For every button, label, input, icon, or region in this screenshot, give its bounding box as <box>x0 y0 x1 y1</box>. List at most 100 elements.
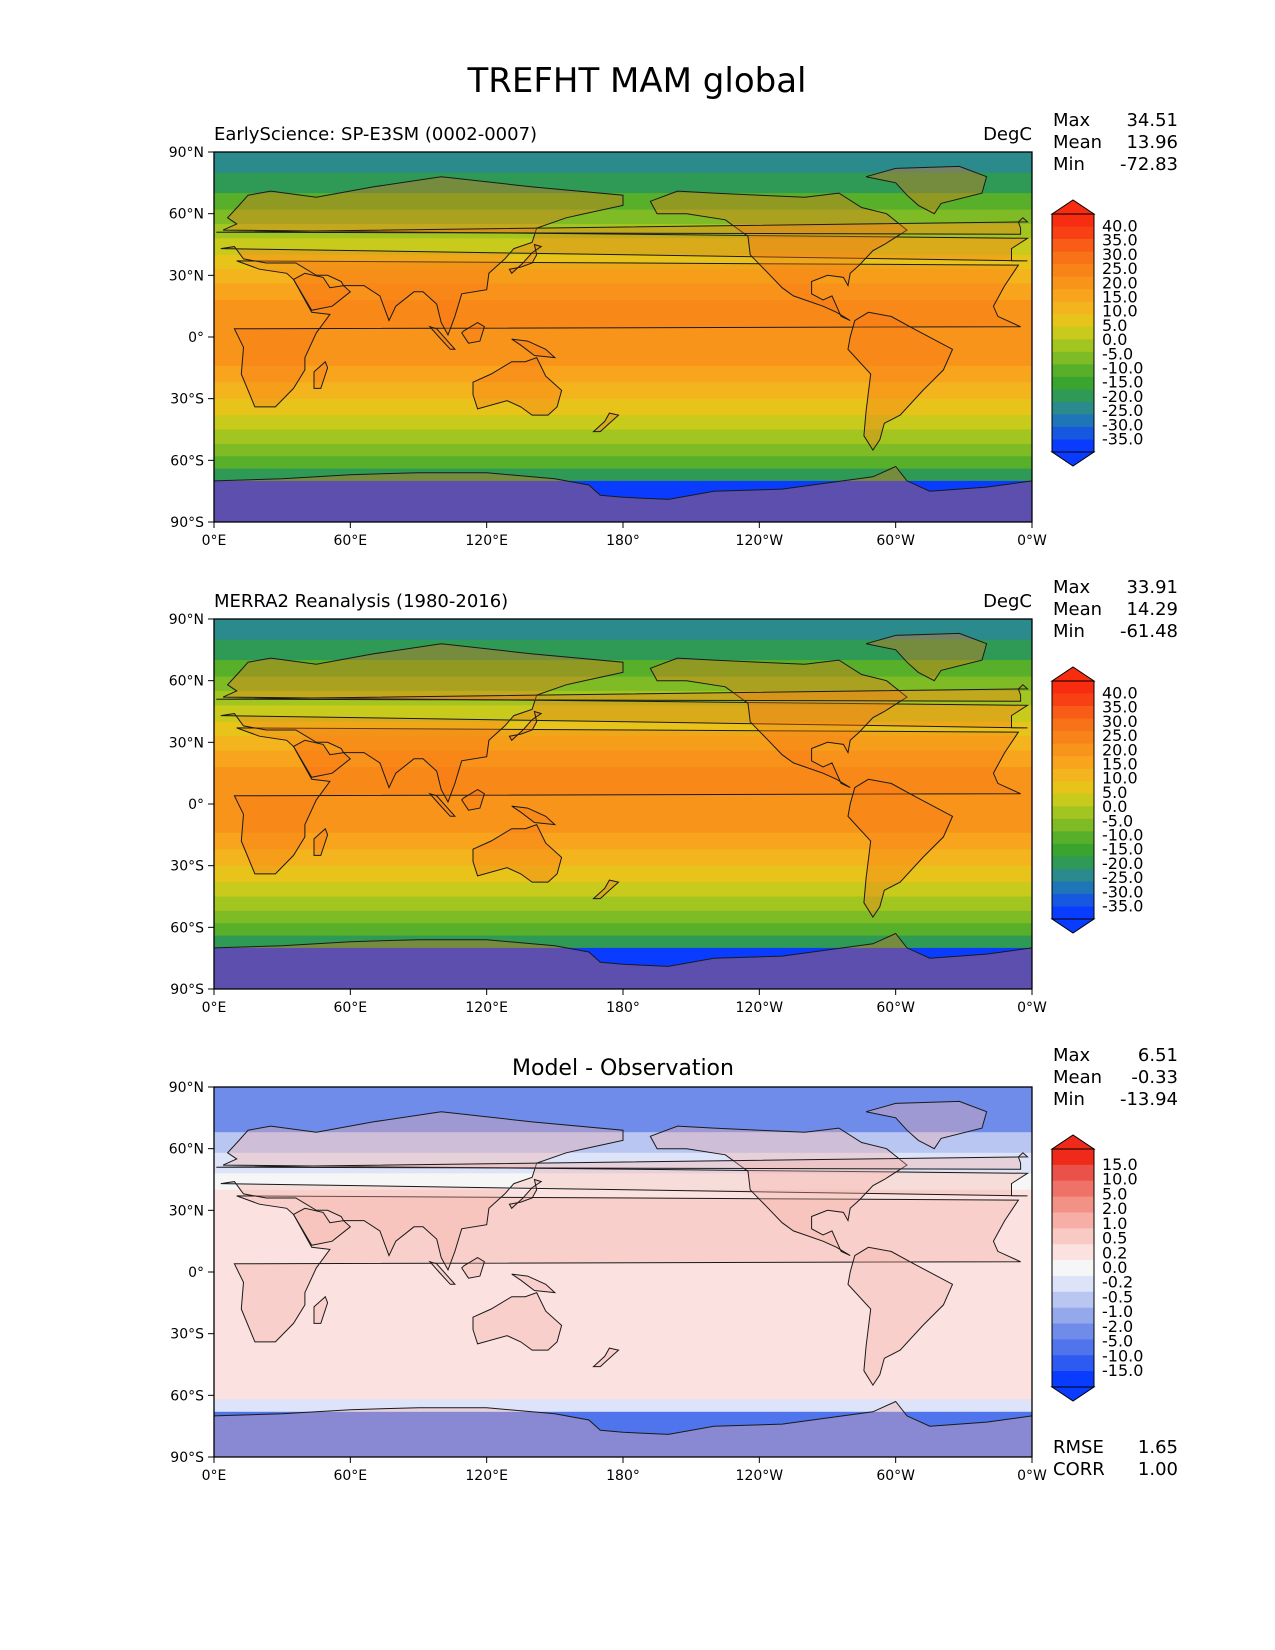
coastline-namerica <box>649 657 908 789</box>
colorbar-tick-label: 10.0 <box>1102 302 1138 321</box>
map-field <box>0 1087 1032 1457</box>
colorbar-segment <box>1052 718 1094 732</box>
rmse-label: RMSE <box>1053 1437 1104 1458</box>
colorbar-tick-label: 5.0 <box>1102 783 1127 802</box>
panel-3: Model - Observation 90°N 60°N 30°N 0° 30°S 60°… <box>0 1045 1178 1484</box>
y-tick-label: 90°N <box>169 1080 204 1096</box>
colorbar-segment <box>1052 881 1094 895</box>
field-band <box>214 1087 1032 1133</box>
coastline-japan <box>508 243 543 275</box>
colorbar-frame <box>1051 1148 1095 1388</box>
colorbar-tick-label: -30.0 <box>1102 415 1143 434</box>
colorbar-segment <box>1052 351 1094 365</box>
colorbar-tick-label: -20.0 <box>1102 854 1143 873</box>
colorbar-tick-label: -1.0 <box>1102 1302 1133 1321</box>
field-band <box>214 172 1032 194</box>
field-band <box>214 1411 1032 1457</box>
field-band <box>214 398 1032 416</box>
coastline-arabia <box>292 1207 352 1246</box>
y-tick-label: 30°N <box>169 1203 204 1219</box>
colorbar-tick-label: -25.0 <box>1102 868 1143 887</box>
field-band <box>214 639 1032 661</box>
field-band <box>214 910 1032 924</box>
y-tick-label: 90°N <box>169 612 204 628</box>
colorbar-segment <box>1052 1323 1094 1340</box>
field-band <box>214 382 1032 400</box>
field-band <box>214 269 1032 285</box>
colorbar-arrow-bottom <box>1050 451 1096 467</box>
panel-title: Model - Observation <box>512 1056 734 1081</box>
stat-value-min: -72.83 <box>1120 154 1178 175</box>
colorbar-tick-label: -5.0 <box>1102 1332 1133 1351</box>
colorbar-tick-label: 40.0 <box>1102 684 1138 703</box>
colorbar-tick-label: 25.0 <box>1102 726 1138 745</box>
coastline-australia <box>472 356 563 416</box>
coastline-namerica <box>649 190 908 322</box>
y-tick-label: 0° <box>188 1265 204 1281</box>
x-tick-label: 60°E <box>333 1468 367 1484</box>
colorbar-tick-label: 25.0 <box>1102 259 1138 278</box>
y-tick-label: 30°S <box>170 1327 204 1343</box>
colorbar-arrow-bottom <box>1050 918 1096 934</box>
colorbar-segment <box>1052 1291 1094 1309</box>
coastline-samerica <box>847 1246 954 1387</box>
colorbar-tick-label: -0.5 <box>1102 1287 1133 1306</box>
colorbar-segment <box>1052 239 1094 252</box>
y-tick-label: 60°S <box>170 453 204 469</box>
coastline-samerica <box>847 778 954 919</box>
field-band <box>214 480 1032 522</box>
stat-label-mean: Mean <box>1053 599 1102 620</box>
coastline-borneo <box>461 789 485 811</box>
colorbar-segment <box>1052 1149 1094 1166</box>
field-band <box>214 865 1032 883</box>
colorbar-segment <box>1052 1228 1094 1245</box>
field-band <box>214 300 1032 367</box>
coastline-madagascar <box>313 360 329 389</box>
stat-label-min: Min <box>1053 1089 1085 1110</box>
colorbar-segment <box>1052 1196 1094 1213</box>
colorbar-segment <box>1052 756 1094 770</box>
colorbar-segment <box>1052 706 1094 719</box>
figure-title: TREFHT MAM global <box>466 61 806 101</box>
colorbar-tick-label: 5.0 <box>1102 316 1127 335</box>
stat-value-mean: -0.33 <box>1131 1067 1178 1088</box>
colorbar-tick-label: -5.0 <box>1102 811 1133 830</box>
field-band <box>214 468 1032 482</box>
x-tick-label: 0°W <box>1017 533 1047 549</box>
y-tick-label: 60°S <box>170 1388 204 1404</box>
field-band <box>214 456 1032 469</box>
y-tick-label: 0° <box>188 797 204 813</box>
colorbar-segment <box>1052 1355 1094 1372</box>
coastline-eurasia-east <box>220 1111 1030 1272</box>
coastline-eurasia-east <box>220 643 1030 804</box>
x-tick-label: 120°E <box>465 533 508 549</box>
x-tick-label: 120°E <box>465 1468 508 1484</box>
field-band <box>214 705 1032 723</box>
x-tick-label: 0°W <box>1017 1468 1047 1484</box>
x-tick-label: 0°E <box>202 1000 227 1016</box>
colorbar-segment <box>1052 806 1094 820</box>
field-band <box>214 429 1032 445</box>
colorbar-tick-label: 35.0 <box>1102 231 1138 250</box>
colorbar-tick-label: -2.0 <box>1102 1317 1133 1336</box>
coastline-sumatra <box>428 325 457 350</box>
rmse-value: 1.65 <box>1138 1437 1178 1458</box>
y-tick-label: 30°S <box>170 392 204 408</box>
units-label: DegC <box>983 591 1032 612</box>
colorbar-tick-label: 2.0 <box>1102 1199 1127 1218</box>
coastline-eurasia-west <box>0 1112 210 1270</box>
stat-label-max: Max <box>1053 577 1091 598</box>
coastline-uk-east <box>216 217 1029 235</box>
colorbar-segment <box>1052 893 1094 907</box>
colorbar-arrow-bottom <box>1050 1386 1096 1402</box>
coastline-eurasia-west <box>0 644 210 802</box>
colorbar-frame <box>1051 213 1095 453</box>
x-tick-label: 60°W <box>876 1468 915 1484</box>
colorbar-segment <box>1052 1244 1094 1261</box>
field-band <box>214 415 1032 430</box>
stat-value-max: 34.51 <box>1126 110 1178 131</box>
colorbar-tick-label: 15.0 <box>1102 288 1138 307</box>
field-band <box>214 690 1032 706</box>
stat-value-min: -13.94 <box>1120 1089 1178 1110</box>
field-band <box>214 935 1032 949</box>
